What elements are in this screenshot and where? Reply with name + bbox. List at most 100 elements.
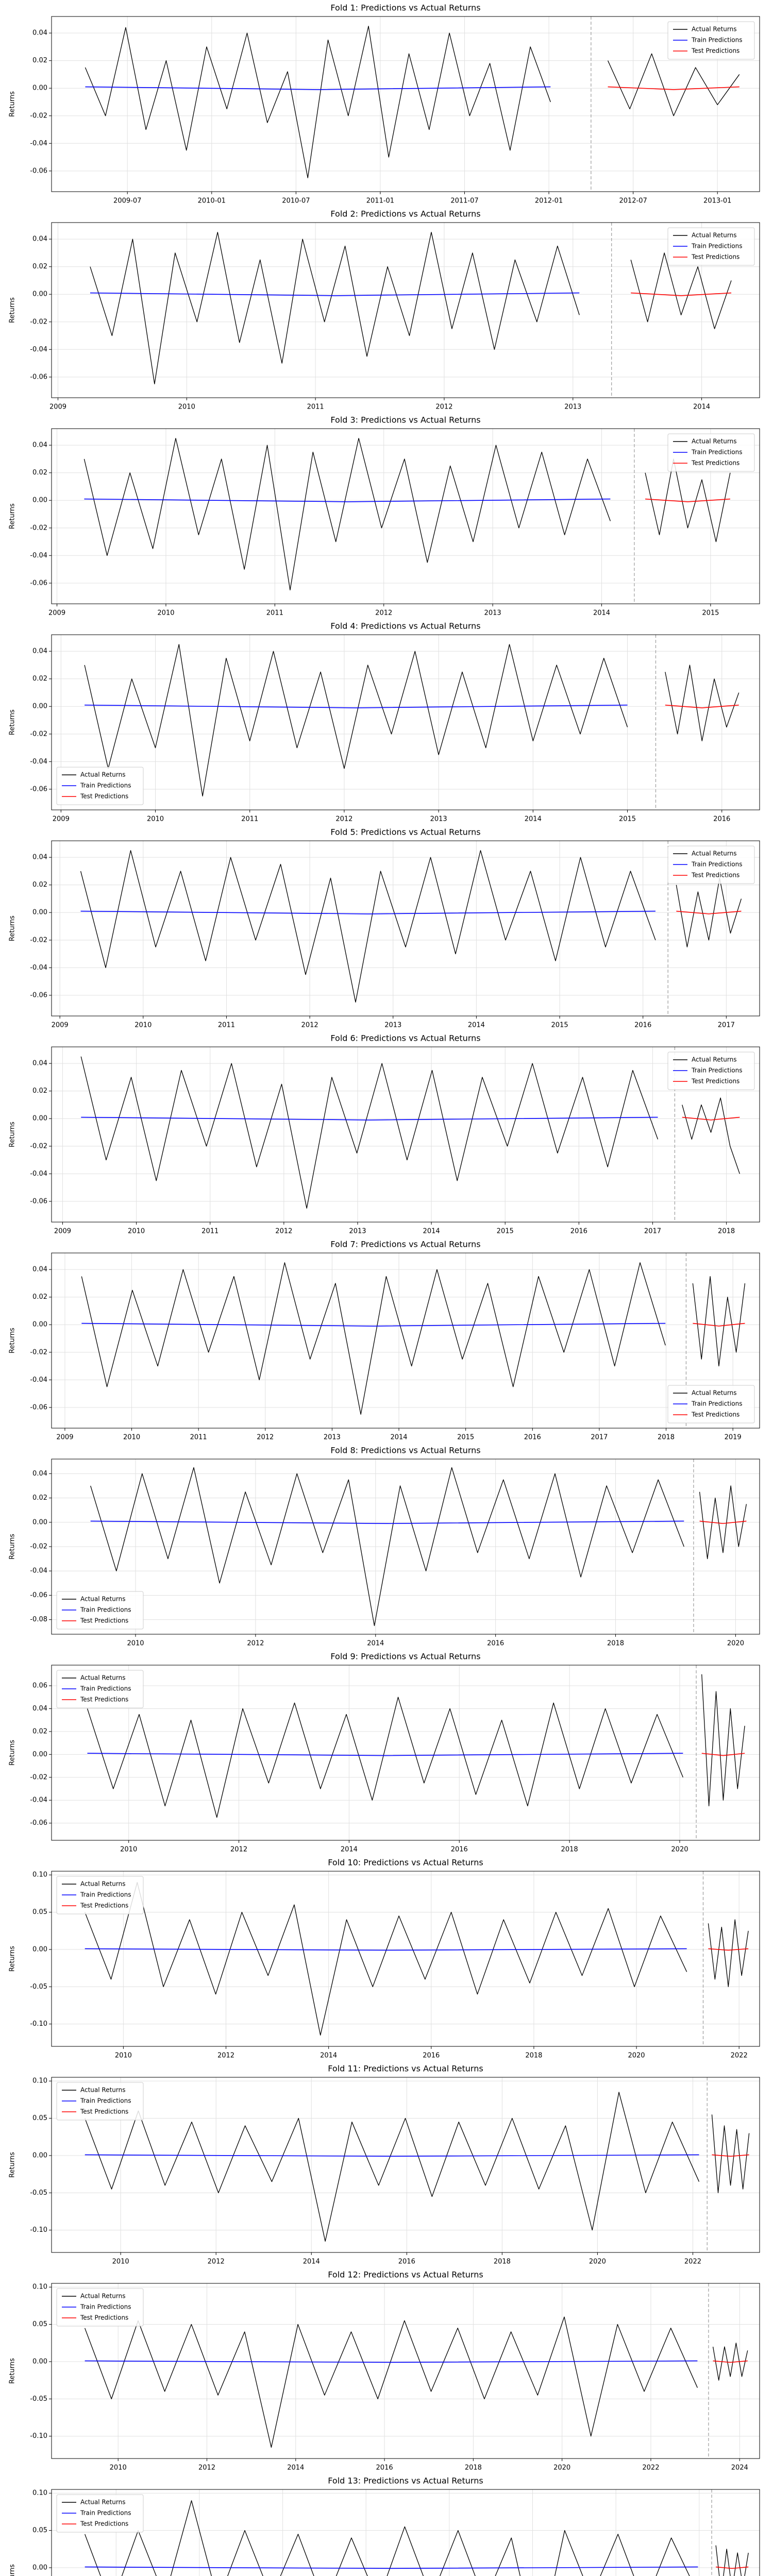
x-tick-label: 2010 [127, 1640, 144, 1648]
axes-frame [51, 840, 760, 1016]
legend-label: Actual Returns [80, 771, 125, 778]
series-line [84, 498, 611, 502]
y-tick-label: 0.00 [32, 2151, 47, 2159]
y-tick-label: 0.04 [32, 1470, 47, 1478]
series-line [645, 498, 730, 502]
legend-label: Train Predictions [80, 2097, 131, 2105]
x-tick-label: 2014 [525, 816, 542, 823]
legend-box [667, 227, 755, 266]
x-tick-label: 2012 [301, 1022, 318, 1029]
y-tick-label: -0.06 [30, 167, 47, 175]
legend-label: Test Predictions [691, 253, 740, 261]
subplot: Fold 4: Predictions vs Actual Returns Ret… [9, 621, 760, 823]
y-tick-label: -0.02 [30, 1142, 47, 1150]
legend-box [56, 1876, 144, 1914]
x-tick-label: 2012 [375, 609, 392, 617]
series-line [699, 1520, 747, 1524]
legend-label: Train Predictions [691, 37, 742, 44]
axes-frame [51, 2489, 760, 2576]
y-tick-label: 0.02 [32, 881, 47, 889]
x-tick-label: 2020 [727, 1640, 744, 1648]
legend-label: Actual Returns [692, 438, 736, 445]
x-tick-label: 2010 [120, 1846, 137, 1854]
y-tick-label: -0.04 [30, 758, 47, 766]
axes-frame [51, 2283, 760, 2459]
series-line [665, 704, 739, 708]
x-tick-label: 2009 [54, 1228, 71, 1235]
series-line [631, 292, 732, 296]
x-tick-label: 2014 [287, 2464, 304, 2472]
legend-label: Test Predictions [80, 793, 128, 800]
x-tick-label: 2010 [115, 2052, 132, 2060]
series-line [80, 910, 656, 914]
legend-label: Train Predictions [80, 2303, 131, 2311]
subplot: Fold 5: Predictions vs Actual Returns Ret… [9, 827, 760, 1029]
x-tick-label: 2018 [465, 2464, 482, 2472]
y-tick-label: -0.06 [30, 1819, 47, 1827]
series-line [85, 26, 740, 178]
y-axis-label: Returns [9, 1328, 16, 1353]
subplot: Fold 11: Predictions vs Actual Returns Re… [9, 2064, 760, 2266]
x-tick-label: 2015 [702, 609, 719, 617]
subplot: Fold 1: Predictions vs Actual Returns Ret… [9, 3, 760, 205]
subplot-title: Fold 7: Predictions vs Actual Returns [330, 1240, 480, 1249]
axes-frame [51, 1871, 760, 2047]
y-axis-label: Returns [9, 1122, 16, 1147]
x-tick-label: 2015 [497, 1228, 514, 1235]
legend-label: Test Predictions [80, 2314, 128, 2321]
x-tick-label: 2009 [48, 609, 65, 617]
x-tick-label: 2014 [593, 609, 610, 617]
x-tick-label: 2018 [607, 1640, 624, 1648]
y-tick-label: -0.10 [30, 2020, 47, 2028]
series-line [87, 1753, 683, 1756]
x-tick-label: 2010 [135, 1022, 152, 1029]
x-tick-label: 2013 [564, 403, 581, 411]
y-tick-label: -0.02 [30, 730, 47, 738]
x-tick-label: 2012 [257, 1434, 274, 1442]
x-tick-label: 2012 [335, 816, 352, 823]
legend-label: Test Predictions [80, 2108, 128, 2115]
legend-label: Train Predictions [80, 782, 131, 789]
y-tick-label: 0.04 [32, 1705, 47, 1713]
x-tick-label: 2012 [435, 403, 452, 411]
y-tick-label: 0.00 [32, 909, 47, 917]
legend-label: Train Predictions [80, 2510, 131, 2517]
axes-frame [51, 1665, 760, 1841]
y-tick-label: -0.02 [30, 1773, 47, 1781]
y-tick-label: -0.04 [30, 1376, 47, 1384]
y-axis-label: Returns [9, 916, 16, 941]
y-axis-label: Returns [9, 2564, 16, 2576]
x-tick-label: 2020 [589, 2258, 606, 2266]
y-tick-label: 0.02 [32, 1494, 47, 1502]
series-line [85, 2566, 698, 2569]
y-tick-label: 0.04 [32, 648, 47, 655]
y-tick-label: 0.10 [32, 2077, 47, 2085]
x-tick-label: 2022 [642, 2464, 659, 2472]
x-tick-label: 2015 [551, 1022, 568, 1029]
y-tick-label: 0.06 [32, 1682, 47, 1690]
x-tick-label: 2012 [217, 2052, 234, 2060]
x-tick-label: 2020 [553, 2464, 570, 2472]
x-tick-label: 2013 [349, 1228, 366, 1235]
x-tick-label: 2013 [324, 1434, 341, 1442]
x-tick-label: 2017 [718, 1022, 735, 1029]
y-tick-label: -0.06 [30, 1591, 47, 1599]
y-tick-label: 0.02 [32, 57, 47, 64]
x-tick-label: 2013 [430, 816, 447, 823]
x-tick-label: 2013-01 [703, 197, 731, 205]
series-line [716, 2566, 749, 2569]
y-tick-label: 0.00 [32, 2358, 47, 2365]
y-tick-label: -0.08 [30, 1616, 47, 1623]
series-line [608, 86, 740, 90]
x-tick-label: 2012 [247, 1640, 264, 1648]
subplot-title: Fold 10: Predictions vs Actual Returns [328, 1858, 483, 1868]
x-tick-label: 2014 [367, 1640, 384, 1648]
y-tick-label: 0.05 [32, 2527, 47, 2534]
x-tick-label: 2014 [468, 1022, 485, 1029]
y-tick-label: 0.00 [32, 1751, 47, 1758]
y-tick-label: -0.05 [30, 2189, 47, 2197]
y-tick-label: 0.00 [32, 703, 47, 710]
y-tick-label: 0.00 [32, 1945, 47, 1953]
x-tick-label: 2015 [457, 1434, 474, 1442]
